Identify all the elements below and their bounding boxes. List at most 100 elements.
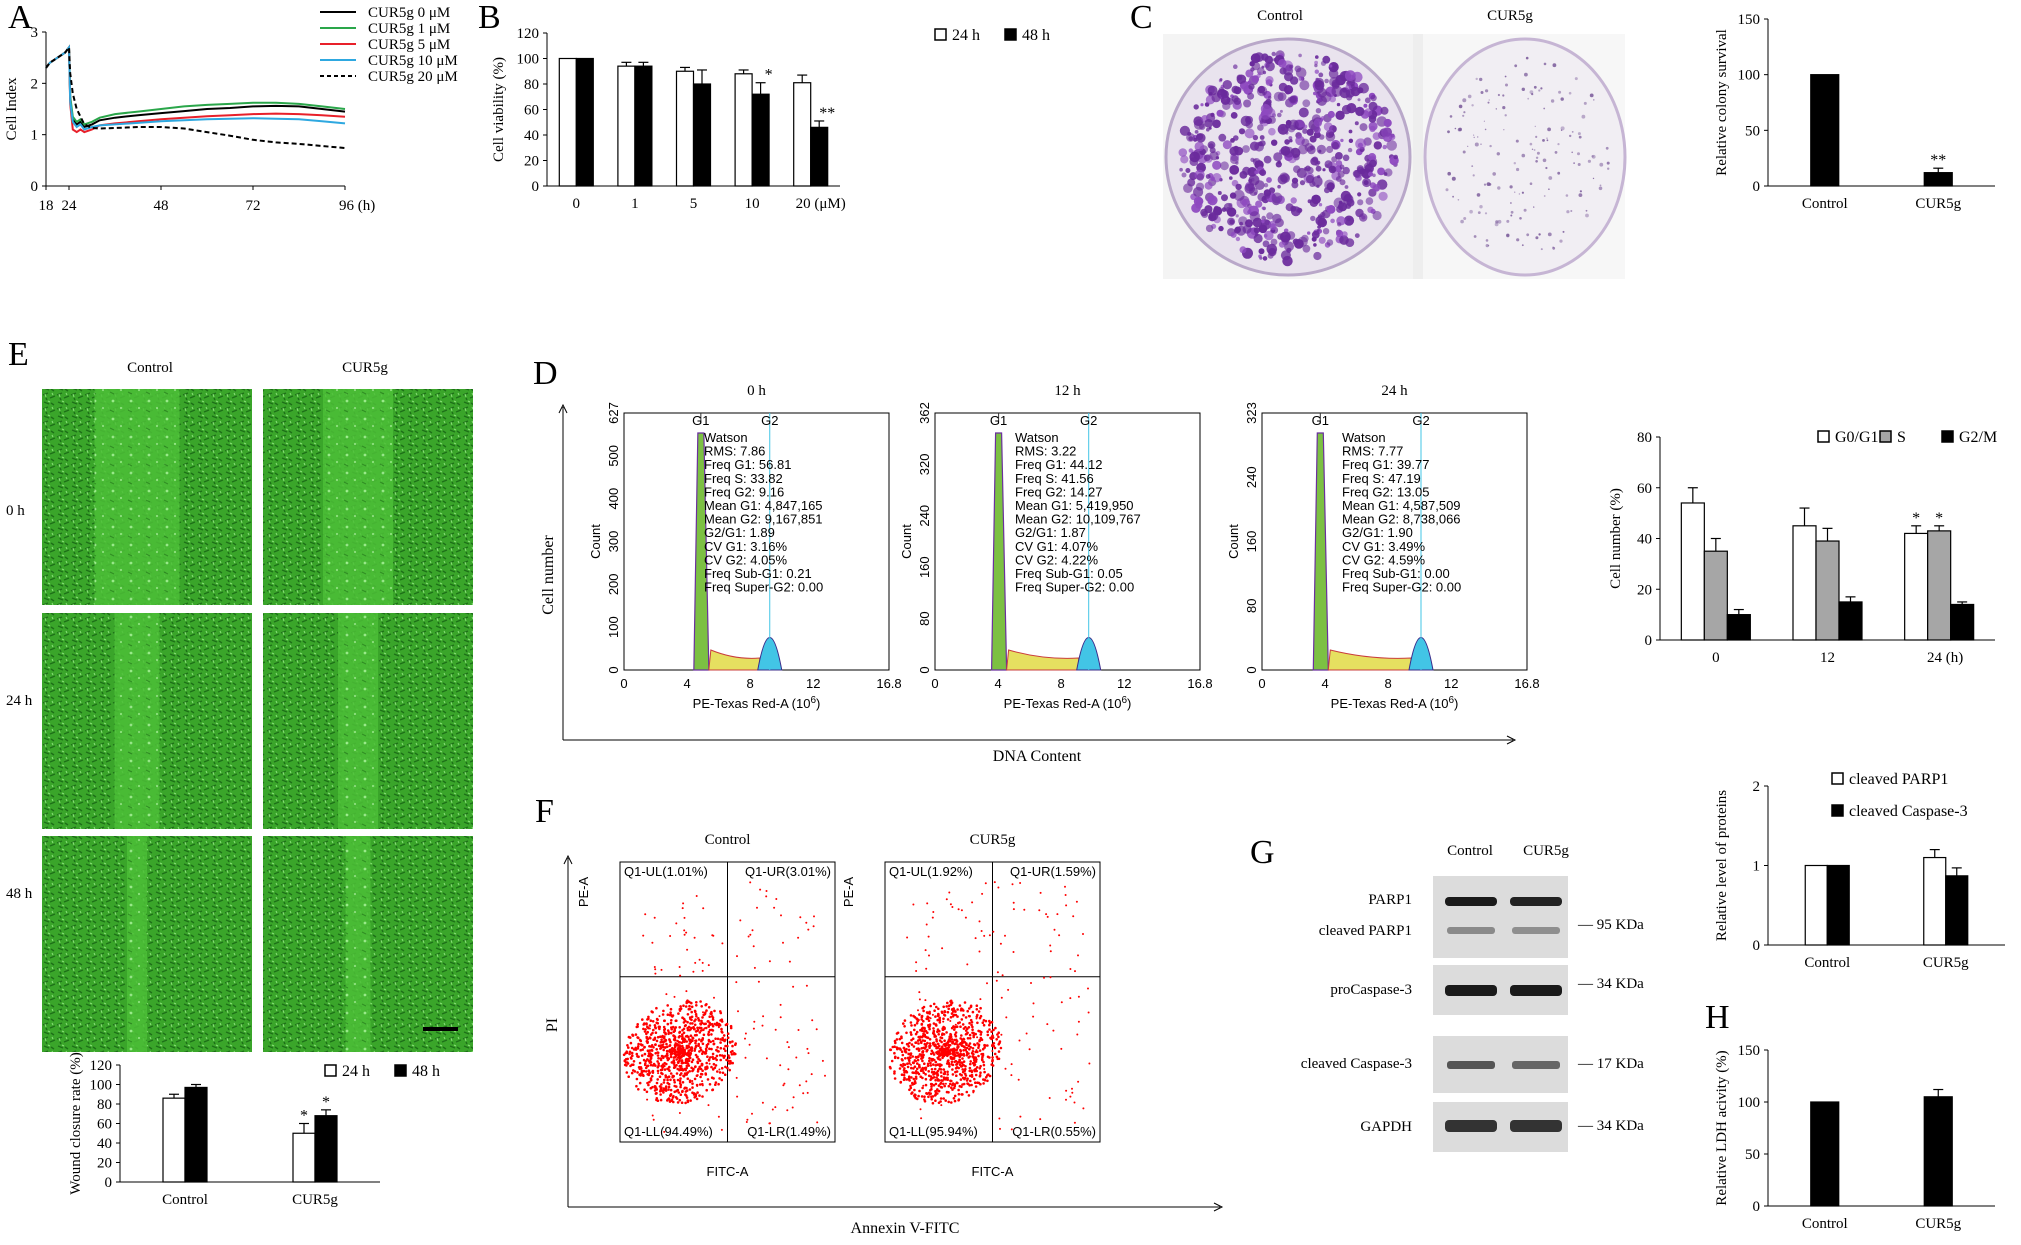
f-x-arrow xyxy=(1213,1202,1224,1212)
scatter-dot xyxy=(939,1071,943,1074)
scatter-dot xyxy=(938,1063,942,1066)
scatter-dot xyxy=(917,1042,920,1045)
scatter-dot xyxy=(923,1030,926,1033)
scatter-dot xyxy=(669,1048,672,1051)
colony-dot xyxy=(1382,144,1387,150)
scatter-dot xyxy=(918,991,921,994)
scatter-dot xyxy=(966,1037,970,1040)
colony-dot xyxy=(1367,206,1374,213)
scatter-dot xyxy=(641,1018,644,1021)
colony-dot xyxy=(1571,131,1574,133)
scatter-dot xyxy=(792,1096,795,1099)
colony-dot xyxy=(1259,135,1265,140)
scatter-dot xyxy=(650,1048,654,1052)
scatter-dot xyxy=(963,1069,966,1073)
scatter-dot xyxy=(662,1081,666,1084)
scatter-dot xyxy=(739,919,742,922)
scatter-dot xyxy=(678,1044,681,1047)
scatter-dot xyxy=(721,1071,725,1075)
colony-dot xyxy=(1299,80,1310,91)
colony-dot xyxy=(1215,156,1220,160)
scatter-dot xyxy=(647,1017,650,1021)
scatter-dot xyxy=(744,1032,747,1035)
panel-label-e: E xyxy=(8,336,29,373)
f-y-axis-title: PI xyxy=(544,1018,561,1032)
scatter-dot xyxy=(686,948,689,951)
colony-dot xyxy=(1515,139,1519,143)
scatter-dot xyxy=(918,1013,921,1016)
wound-row-0h: 0 h xyxy=(6,503,25,519)
scatter-dot xyxy=(679,1051,682,1054)
G-bar-legend-swatch xyxy=(1831,772,1844,785)
scatter-dot xyxy=(681,1033,684,1036)
scatter-dot xyxy=(964,916,967,919)
scatter-dot xyxy=(655,1048,658,1051)
scatter-dot xyxy=(652,1118,655,1121)
scatter-dot xyxy=(944,1099,947,1102)
scatter-dot xyxy=(688,1056,692,1060)
scatter-dot xyxy=(698,1083,702,1086)
colony-dot xyxy=(1269,220,1276,228)
scatter-dot xyxy=(931,1101,935,1105)
colony-dot xyxy=(1248,83,1255,90)
scatter-dot xyxy=(694,1065,697,1069)
colony-dot xyxy=(1284,139,1290,145)
colony-dot xyxy=(1345,84,1352,91)
scatter-dot xyxy=(686,1051,690,1055)
scatter-dot xyxy=(962,1064,965,1067)
scatter-dot xyxy=(652,1038,655,1041)
scatter-dot xyxy=(644,1070,648,1073)
scatter-dot xyxy=(721,942,724,945)
scatter-dot xyxy=(685,1064,689,1068)
colony-dot xyxy=(1543,195,1546,197)
scatter-dot xyxy=(675,1043,679,1047)
scatter-dot xyxy=(963,1077,966,1081)
scatter-dot xyxy=(638,1038,642,1042)
histogram-stat: Freq S: 41.56 xyxy=(1015,471,1094,486)
scatter-dot xyxy=(676,1050,679,1054)
colony-dot xyxy=(1220,90,1229,99)
scatter-dot xyxy=(921,1055,925,1059)
plate-label-control: Control xyxy=(1257,8,1303,24)
band-cparp1-cur5g xyxy=(1512,927,1560,934)
scatter-dot xyxy=(662,1088,666,1092)
colony-dot xyxy=(1290,197,1297,204)
E-bar-ytick-label: 0 xyxy=(105,1175,113,1191)
scatter-dot xyxy=(1072,915,1075,918)
scatter-dot xyxy=(915,1056,918,1059)
colony-dot xyxy=(1363,180,1369,186)
colony-dot xyxy=(1492,172,1496,176)
scatter-dot xyxy=(926,1036,930,1040)
scatter-dot xyxy=(682,1039,685,1043)
C-y-axis-title: Relative colony survival xyxy=(1714,29,1730,176)
scatter-dot xyxy=(964,1033,967,1036)
scatter-dot xyxy=(955,1081,959,1084)
scatter-dot xyxy=(929,1064,933,1067)
scatter-dot xyxy=(930,1052,933,1056)
scatter-dot xyxy=(951,1083,954,1087)
scatter-dot xyxy=(665,1049,669,1053)
colony-dot xyxy=(1506,233,1510,238)
scatter-dot xyxy=(924,1083,928,1087)
D-bar-bar xyxy=(1904,532,1929,641)
scatter-dot xyxy=(934,1078,937,1082)
scatter-dot xyxy=(941,1051,944,1055)
scatter-dot xyxy=(678,1082,682,1085)
C-bar xyxy=(1810,74,1840,187)
colony-dot xyxy=(1212,173,1222,183)
scatter-dot xyxy=(932,1076,936,1079)
scatter-dot xyxy=(688,1070,691,1073)
scatter-dot xyxy=(666,1022,670,1026)
blot-parp1 xyxy=(1433,876,1568,958)
B-ytick-label: 40 xyxy=(524,128,539,144)
scatter-dot xyxy=(939,1100,942,1103)
colony-dot xyxy=(1514,191,1516,193)
histogram-stat: Mean G1: 4,587,509 xyxy=(1342,498,1461,513)
scatter-dot xyxy=(942,1068,946,1071)
scatter-dot xyxy=(1030,982,1032,984)
colony-dot xyxy=(1359,123,1368,132)
colony-dot xyxy=(1324,78,1329,84)
colony-dot xyxy=(1313,91,1317,96)
colony-dot xyxy=(1521,244,1524,247)
colony-dot xyxy=(1558,90,1562,94)
